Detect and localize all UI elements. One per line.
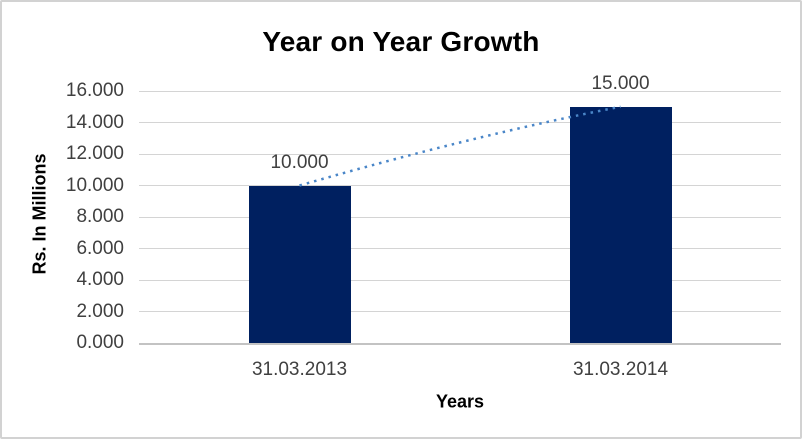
- y-tick-label: 14.000: [65, 111, 124, 133]
- x-axis-title: Years: [435, 391, 485, 412]
- y-tick-label: 16.000: [65, 80, 124, 101]
- gridline: [139, 216, 781, 218]
- x-axis-line: [139, 343, 781, 345]
- gridline: [139, 185, 781, 186]
- bar-31.03.2013: [248, 185, 351, 343]
- y-tick-label: 6.000: [76, 237, 124, 259]
- gridline: [139, 279, 781, 281]
- chart-title: Year on Year Growth: [262, 26, 540, 57]
- gridline: [139, 90, 781, 92]
- gridline: [139, 248, 781, 249]
- x-category-label: 31.03.2013: [251, 359, 348, 380]
- x-category-label: 31.03.2014: [572, 359, 669, 380]
- y-tick-label: 0.000: [76, 332, 124, 353]
- y-tick-label: 2.000: [76, 300, 124, 322]
- y-tick-label: 10.000: [65, 174, 124, 196]
- value-label: 15.000: [591, 72, 650, 94]
- gridline: [139, 311, 781, 312]
- bar-31.03.2014: [569, 106, 672, 343]
- gridline: [139, 122, 781, 123]
- value-label: 10.000: [270, 151, 329, 173]
- y-tick-label: 4.000: [76, 269, 124, 290]
- y-tick-label: 12.000: [65, 143, 124, 164]
- y-tick-label: 8.000: [76, 206, 124, 227]
